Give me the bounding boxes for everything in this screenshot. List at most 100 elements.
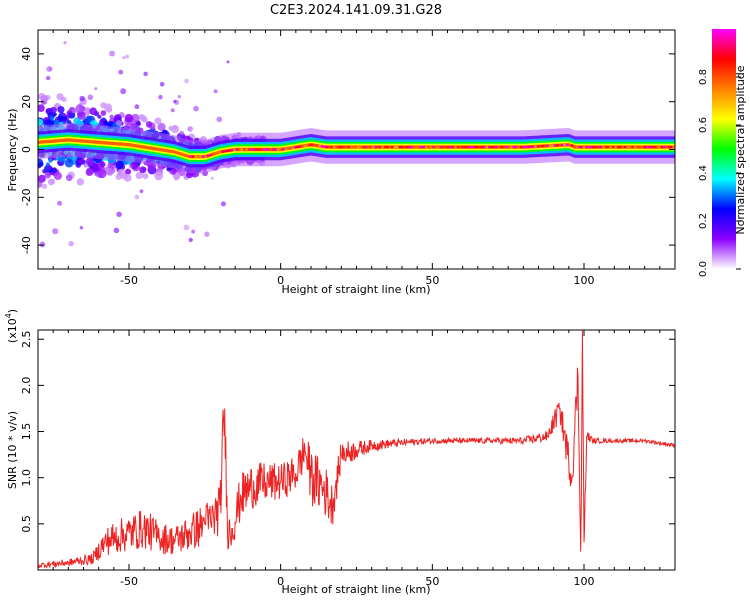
heatmap-blob	[97, 114, 102, 119]
ridge-core	[262, 148, 266, 151]
ridge-core	[364, 146, 368, 149]
heatmap-outlier	[191, 229, 196, 234]
ridge-core	[417, 146, 421, 149]
heatmap-blob	[103, 103, 112, 112]
ridge-core	[505, 146, 508, 149]
ridge-core	[206, 155, 210, 158]
ridge-core	[294, 146, 297, 149]
ridge-core	[449, 146, 453, 149]
heatmap-blob	[130, 113, 140, 123]
ridge-core	[502, 146, 506, 149]
ridge-core	[301, 145, 304, 148]
ridge-core	[408, 146, 411, 149]
ridge-core	[277, 148, 280, 151]
heatmap-blob	[139, 166, 147, 174]
heatmap-blob	[44, 171, 52, 179]
ridge-core	[272, 148, 275, 151]
heatmap-blob	[64, 158, 74, 168]
ridge-core	[597, 146, 601, 149]
ridge-core	[289, 147, 292, 150]
ridge-core	[616, 146, 620, 149]
ridge-core	[497, 146, 501, 149]
heatmap-outlier	[57, 200, 63, 206]
heatmap-outlier	[61, 96, 67, 103]
ridge-core	[621, 146, 625, 149]
ridge-core	[213, 152, 217, 155]
ridge-core	[366, 146, 370, 149]
ridge-core	[250, 148, 254, 151]
ridge-core	[609, 146, 613, 149]
ridge-core	[607, 146, 610, 149]
ridge-core	[218, 151, 222, 154]
heatmap-outlier	[143, 71, 148, 77]
ridge-core	[662, 146, 666, 149]
ridge-core	[653, 146, 656, 149]
ridge-core	[337, 146, 341, 149]
snr-y-label: SNR (10 * v/v)	[6, 411, 19, 489]
heatmap-outlier	[204, 231, 210, 237]
ridge-core	[437, 146, 440, 149]
ridge-core	[378, 146, 382, 149]
heatmap-outlier	[183, 224, 190, 231]
ridge-core	[235, 148, 239, 151]
ridge-core	[468, 146, 472, 149]
heatmap-blob	[154, 117, 162, 125]
ridge-core	[342, 146, 346, 149]
ridge-core	[279, 148, 283, 151]
heatmap-outlier	[94, 87, 98, 91]
heatmap-outlier	[79, 226, 84, 230]
spectrogram-y-tick-label: 40	[20, 47, 33, 61]
ridge-core	[636, 146, 639, 149]
ridge-core	[490, 146, 494, 149]
ridge-core	[393, 146, 397, 149]
ridge-core	[619, 146, 622, 149]
ridge-core	[201, 155, 205, 158]
ridge-core	[529, 145, 533, 148]
ridge-core	[667, 146, 671, 149]
spectrogram-x-tick-label: -50	[120, 274, 138, 287]
ridge-core	[558, 144, 562, 147]
ridge-core	[274, 148, 278, 151]
ridge-core	[466, 146, 470, 149]
ridge-core	[655, 146, 659, 149]
heatmap-blob	[171, 168, 177, 174]
heatmap-blob	[130, 161, 139, 170]
ridge-core	[376, 146, 380, 149]
ridge-core	[354, 146, 358, 149]
ridge-core	[308, 144, 312, 147]
ridge-core	[488, 146, 491, 149]
snr-x-label: Height of straight line (km)	[281, 583, 430, 596]
ridge-core	[269, 148, 273, 151]
ridge-core	[641, 146, 644, 149]
ridge-core	[189, 155, 193, 158]
ridge-core	[391, 146, 394, 149]
colorbar-tick-label: 0.6	[698, 117, 709, 133]
heatmap-outlier	[139, 189, 144, 194]
heatmap-outlier	[79, 95, 85, 102]
heatmap-outlier	[47, 165, 52, 170]
heatmap-blob	[58, 112, 67, 122]
ridge-core	[247, 148, 251, 151]
heatmap-blob	[186, 135, 191, 140]
spectrogram-panel: -50 0 50 100 -40 -20 0 20 40 Height of straight …	[6, 29, 676, 296]
heatmap-outlier	[68, 240, 74, 247]
colorbar-label: Normalized spectral amplitude	[734, 65, 747, 234]
ridge-core	[240, 148, 244, 151]
heatmap-outlier	[134, 104, 140, 110]
ridge-core	[514, 146, 518, 149]
heatmap-blob	[38, 118, 43, 126]
heatmap-blob	[97, 169, 107, 179]
snr-x-tick-label: 0	[277, 575, 284, 588]
ridge-core	[335, 146, 338, 149]
heatmap-outlier	[210, 176, 214, 180]
ridge-core	[524, 145, 528, 149]
ridge-core	[255, 148, 258, 151]
heatmap-outlier	[177, 95, 181, 99]
ridge-core	[643, 146, 647, 149]
heatmap-blob	[51, 167, 58, 174]
ridge-core	[243, 148, 246, 151]
ridge-core	[432, 146, 436, 149]
ridge-core	[298, 145, 302, 148]
snr-y-tick-label: 2.5	[20, 330, 33, 348]
